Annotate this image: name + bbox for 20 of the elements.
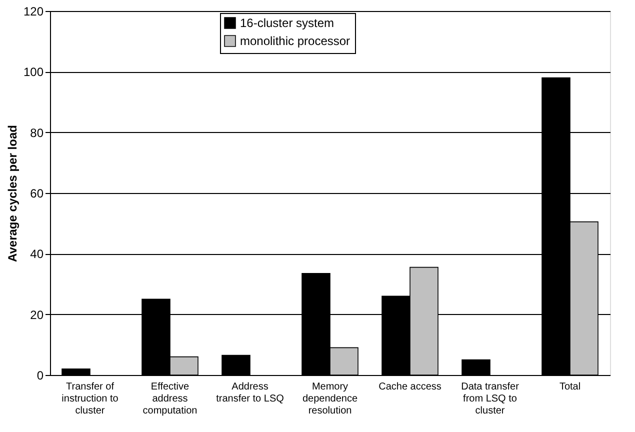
y-tick-label: 100 xyxy=(23,65,44,80)
x-tick-label: Transfer of instruction to cluster xyxy=(62,382,119,416)
x-tick-label: Total xyxy=(559,382,581,392)
bar xyxy=(462,359,490,376)
y-axis-title: Average cycles per load xyxy=(5,125,20,262)
y-tick-label: 60 xyxy=(30,186,44,200)
legend-label: 16-cluster system xyxy=(240,16,334,30)
x-tick-label: Data transfer from LSQ to cluster xyxy=(461,382,520,416)
x-tick-label: Cache access xyxy=(378,382,442,392)
y-tick-label: 40 xyxy=(30,247,44,262)
bar xyxy=(222,354,250,376)
legend-label: monolithic processor xyxy=(240,34,350,48)
y-tick-label: 0 xyxy=(36,368,44,382)
x-tick-label: Address transfer to LSQ xyxy=(216,382,284,404)
y-tick-label: 120 xyxy=(23,4,44,18)
y-tick-label: 80 xyxy=(30,126,44,140)
bar xyxy=(62,368,90,376)
x-tick-label: Memory dependence resolution xyxy=(302,382,358,416)
x-tick-label: Effective address computation xyxy=(142,382,198,416)
y-tick-label: 20 xyxy=(30,308,44,322)
